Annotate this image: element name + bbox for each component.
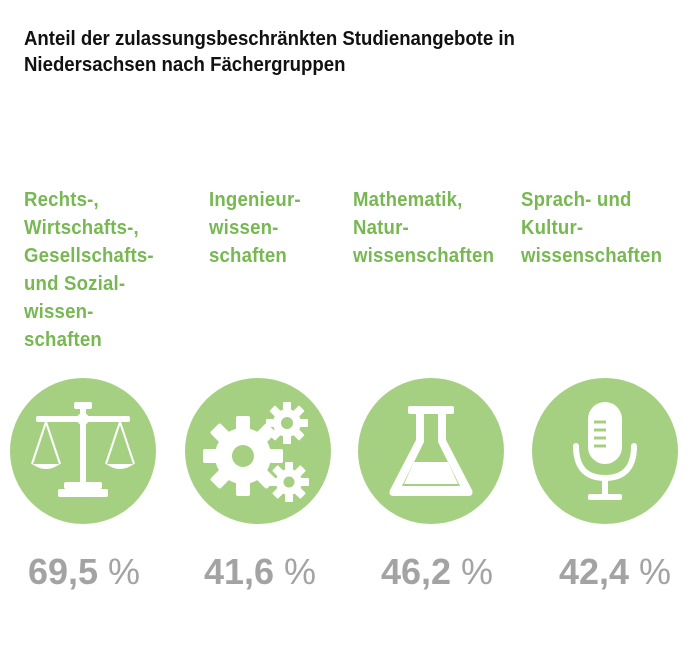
category-label-engineering: Ingenieur- wissen- schaften: [209, 186, 301, 270]
chart-title-line-2: Niedersachsen nach Fächergruppen: [24, 54, 346, 76]
value-label-engineering: 41,6 %: [180, 547, 340, 597]
scales-icon: [31, 402, 135, 497]
category-label-line: wissen-: [209, 217, 279, 239]
value-number: 46,2: [380, 551, 452, 592]
category-circle-science: [358, 378, 504, 524]
category-label-line: Ingenieur-: [209, 189, 301, 211]
category-circle-law: [10, 378, 156, 524]
category-label-line: Kultur-: [521, 217, 584, 239]
flask-icon: [389, 406, 473, 496]
value-label-science: 46,2 %: [357, 547, 517, 597]
category-label-line: wissenschaften: [353, 245, 495, 267]
category-label-line: und Sozial-: [24, 273, 126, 295]
category-label-line: Rechts-,: [24, 189, 99, 211]
value-unit: %: [284, 551, 317, 592]
chart-title-line-1: Anteil der zulassungsbeschränkten Studie…: [24, 28, 515, 50]
value-unit: %: [461, 551, 494, 592]
category-label-line: Gesellschafts-: [24, 245, 154, 267]
value-number: 42,4: [558, 551, 630, 592]
category-label-language-culture: Sprach- und Kultur- wissenschaften: [521, 186, 662, 270]
value-unit: %: [108, 551, 141, 592]
category-label-law-economics-social: Rechts-, Wirtschafts-, Gesellschafts- un…: [24, 186, 154, 354]
category-label-line: schaften: [24, 329, 102, 351]
microphone-icon: [573, 402, 637, 500]
category-label-line: schaften: [209, 245, 287, 267]
gears-icon: [203, 402, 309, 502]
value-label-language: 42,4 %: [535, 547, 695, 597]
category-circle-engineering: [185, 378, 331, 524]
value-number: 41,6: [203, 551, 275, 592]
value-label-law: 69,5 %: [4, 547, 164, 597]
category-label-line: Natur-: [353, 217, 409, 239]
value-unit: %: [639, 551, 672, 592]
category-label-line: wissen-: [24, 301, 94, 323]
chart-title: Anteil der zulassungsbeschränkten Studie…: [24, 26, 601, 78]
value-number: 69,5: [27, 551, 99, 592]
category-circle-language: [532, 378, 678, 524]
category-label-line: Mathematik,: [353, 189, 463, 211]
category-label-line: wissenschaften: [521, 245, 663, 267]
category-label-math-science: Mathematik, Natur- wissenschaften: [353, 186, 494, 270]
category-label-line: Sprach- und: [521, 189, 632, 211]
category-label-line: Wirtschafts-,: [24, 217, 139, 239]
